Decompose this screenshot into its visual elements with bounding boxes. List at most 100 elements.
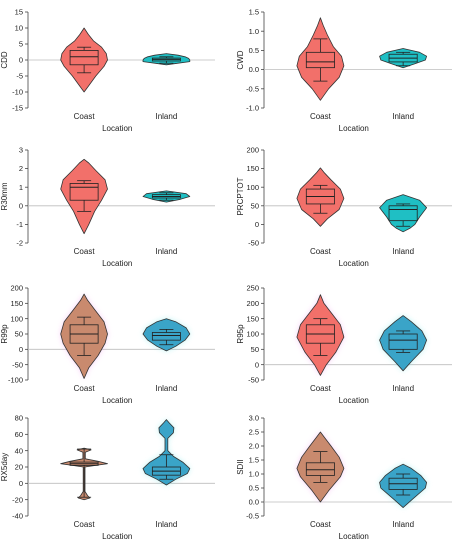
y-tick-label: -50 xyxy=(248,376,259,385)
chart-panel-cdd: -15 -10 -5 0 5 10 15 CDD Coast Inland Location xyxy=(0,8,215,133)
y-tick-label: -20 xyxy=(12,495,23,504)
y-tick-label: -1 xyxy=(16,220,23,229)
y-tick-label: 15 xyxy=(15,8,23,17)
violin-inland xyxy=(379,463,427,508)
y-axis-label: CDD xyxy=(0,51,9,69)
category-label: Coast xyxy=(74,520,96,529)
category-label: Inland xyxy=(392,520,414,529)
y-tick-label: 0 xyxy=(255,220,259,229)
y-tick-label: 100 xyxy=(246,183,259,192)
violin-coast xyxy=(60,158,108,235)
y-axis-label: R95p xyxy=(236,324,245,344)
y-axis-label: CWD xyxy=(236,50,245,69)
box-iqr xyxy=(151,332,181,341)
violin-coast xyxy=(296,431,345,503)
y-tick-label: 1 xyxy=(19,183,23,192)
violin-body xyxy=(296,167,345,227)
y-tick-label: 150 xyxy=(10,299,23,308)
y-tick-label: 2.0 xyxy=(249,442,259,451)
category-label: Coast xyxy=(74,112,96,121)
y-tick-label: 50 xyxy=(251,201,259,210)
violin-inland xyxy=(142,190,191,203)
violin-coast xyxy=(296,167,345,227)
violin-inland xyxy=(142,419,191,486)
x-axis-label: Location xyxy=(102,396,132,405)
chart-panel-cwd: -1.0 -0.5 0.0 0.5 1.0 1.5 CWD Coast Inland Locati… xyxy=(236,8,452,133)
y-tick-label: -0.5 xyxy=(246,512,259,521)
y-tick-label: 40 xyxy=(15,446,23,455)
y-axis-label: SDII xyxy=(236,459,245,475)
y-tick-label: 50 xyxy=(251,345,259,354)
y-tick-label: 1.5 xyxy=(249,8,259,17)
violin-body xyxy=(60,158,108,235)
y-tick-label: 1.5 xyxy=(249,456,259,465)
y-axis-label: PRCPTOT xyxy=(236,177,245,215)
box-iqr xyxy=(305,462,335,476)
category-label: Coast xyxy=(310,112,332,121)
box-iqr xyxy=(388,205,418,222)
y-tick-label: 10 xyxy=(15,24,23,33)
y-tick-label: 20 xyxy=(15,463,23,472)
category-label: Inland xyxy=(155,247,177,256)
y-tick-label: -2 xyxy=(16,239,23,248)
violin-body xyxy=(296,294,345,376)
y-tick-label: 0.0 xyxy=(249,498,259,507)
y-tick-label: 2.5 xyxy=(249,428,259,437)
category-label: Inland xyxy=(155,520,177,529)
chart-panel-r30mm: -2 -1 0 1 2 3 R30mm Coast Inland Location xyxy=(0,146,215,268)
y-tick-label: 5 xyxy=(19,40,23,49)
y-tick-label: -5 xyxy=(16,72,23,81)
y-tick-label: -40 xyxy=(12,512,23,521)
y-tick-label: -15 xyxy=(12,104,23,113)
y-tick-label: -0.5 xyxy=(246,84,259,93)
y-axis-label: RX5day xyxy=(0,453,9,481)
y-tick-label: 100 xyxy=(10,314,23,323)
chart-panel-r99p: -100 -50 0 50 100 150 200 R99p Coast Inland Locati… xyxy=(0,284,215,405)
y-tick-label: 50 xyxy=(15,330,23,339)
violin-coast xyxy=(60,447,108,501)
chart-panel-r95p: -50 0 50 100 150 200 250 R95p Coast Inland Locatio… xyxy=(236,284,452,405)
y-tick-label: 200 xyxy=(10,284,23,293)
category-label: Inland xyxy=(392,384,414,393)
y-axis-label: R30mm xyxy=(0,182,9,210)
violin-inland xyxy=(379,194,427,233)
category-label: Inland xyxy=(392,247,414,256)
violin-body xyxy=(142,419,191,486)
x-axis-label: Location xyxy=(339,532,369,541)
y-tick-label: -10 xyxy=(12,88,23,97)
y-tick-label: -100 xyxy=(8,376,23,385)
category-label: Coast xyxy=(310,384,332,393)
chart-panel-rx5day: -40 -20 0 20 40 60 80 RX5day Coast Inland Location xyxy=(0,414,215,541)
y-tick-label: 150 xyxy=(246,164,259,173)
y-tick-label: 0 xyxy=(255,360,259,369)
violin-inland xyxy=(379,315,427,372)
chart-panel-prcptot: -50 0 50 100 150 200 PRCPTOT Coast Inland Locatio… xyxy=(236,146,452,268)
violin-body xyxy=(296,17,345,101)
y-tick-label: 250 xyxy=(246,284,259,293)
y-axis-label: R99p xyxy=(0,324,9,344)
y-tick-label: 0 xyxy=(19,201,23,210)
x-axis-label: Location xyxy=(339,259,369,268)
y-tick-label: 0 xyxy=(19,345,23,354)
violin-coast xyxy=(296,17,345,101)
y-tick-label: 150 xyxy=(246,314,259,323)
violin-coast xyxy=(60,27,108,93)
y-tick-label: 80 xyxy=(15,414,23,423)
box-iqr xyxy=(305,51,335,69)
violin-inland xyxy=(379,48,427,69)
y-tick-label: 1.0 xyxy=(249,470,259,479)
y-tick-label: 0 xyxy=(19,479,23,488)
y-tick-label: 200 xyxy=(246,146,259,155)
category-label: Coast xyxy=(74,384,96,393)
violin-inland xyxy=(142,318,191,352)
category-label: Inland xyxy=(155,112,177,121)
y-tick-label: 0 xyxy=(19,56,23,65)
x-axis-label: Location xyxy=(102,124,132,133)
y-tick-label: -1.0 xyxy=(246,104,259,113)
y-tick-label: -50 xyxy=(12,360,23,369)
box-iqr xyxy=(69,50,99,66)
y-tick-label: 100 xyxy=(246,330,259,339)
violin-body xyxy=(379,315,427,372)
category-label: Coast xyxy=(310,520,332,529)
